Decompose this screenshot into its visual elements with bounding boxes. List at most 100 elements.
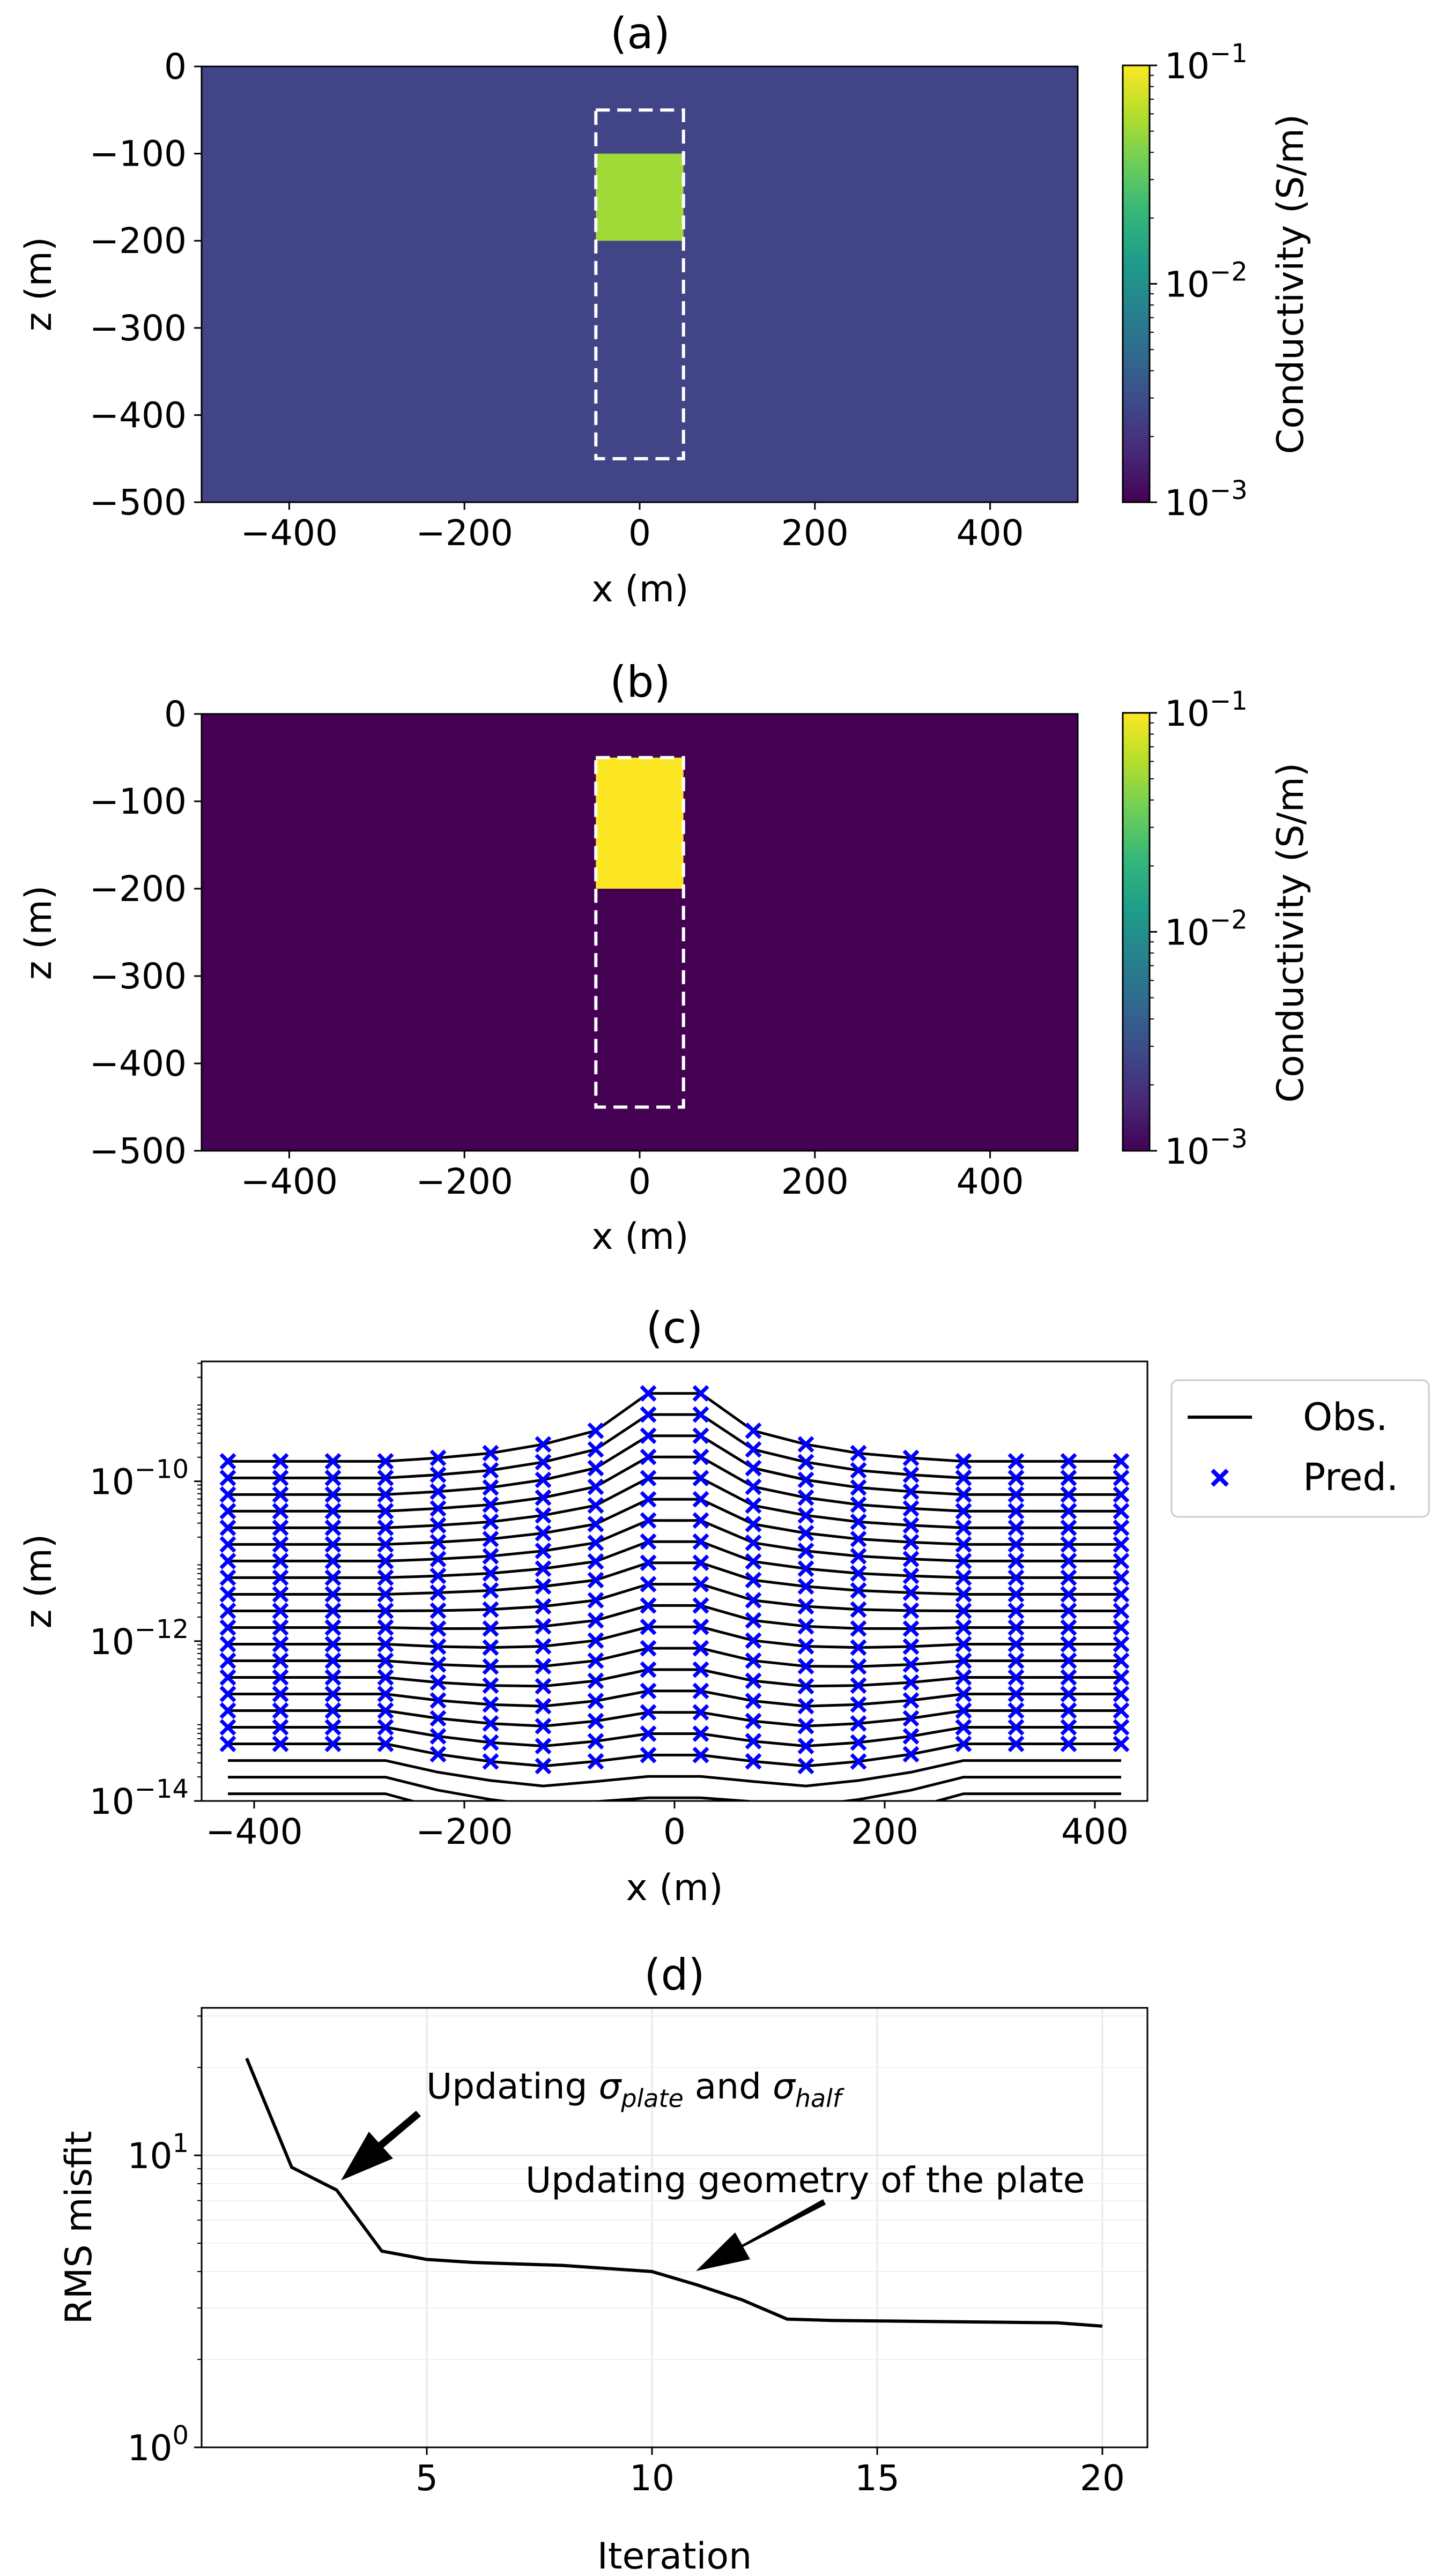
pred-marker-stroke (640, 1491, 657, 1508)
pred-marker-stroke (324, 1702, 342, 1719)
pred-marker-stroke (482, 1620, 499, 1637)
pred-marker-stroke (850, 1715, 867, 1732)
pred-marker (1113, 1519, 1130, 1536)
pred-marker (692, 1554, 709, 1572)
pred-marker (324, 1719, 342, 1736)
pred-marker (692, 1576, 709, 1593)
x-tick-label: 400 (1061, 1811, 1129, 1852)
pred-marker (745, 1516, 762, 1532)
obs-curve (228, 1792, 1121, 1801)
colorbar-tick-label: 10−2 (1165, 257, 1248, 306)
legend-obs-label: Obs. (1303, 1395, 1388, 1439)
pred-marker (1060, 1453, 1077, 1470)
pred-marker (482, 1658, 499, 1675)
x-tick-label: 200 (781, 512, 849, 554)
pred-marker (797, 1560, 814, 1577)
pred-marker-stroke (692, 1704, 709, 1721)
pred-marker-stroke (797, 1560, 814, 1577)
pred-marker-stroke (482, 1753, 499, 1770)
pred-marker (745, 1632, 762, 1649)
pred-marker (640, 1427, 657, 1445)
pred-marker (1007, 1736, 1025, 1753)
pred-marker-stroke (587, 1441, 604, 1458)
pred-marker (1007, 1486, 1025, 1503)
pred-marker (1007, 1719, 1025, 1736)
pred-marker (797, 1471, 814, 1488)
pred-marker (482, 1639, 499, 1656)
pred-marker-stroke (1007, 1719, 1025, 1736)
pred-marker (902, 1551, 920, 1568)
pred-marker-stroke (850, 1753, 867, 1770)
pred-marker-stroke (587, 1553, 604, 1570)
pred-marker-stroke (272, 1686, 289, 1702)
pred-marker (377, 1652, 394, 1669)
pred-marker (1113, 1552, 1130, 1569)
panel-d-rms-line (245, 2057, 1103, 2328)
pred-marker (482, 1582, 499, 1599)
pred-marker-stroke (377, 1469, 394, 1486)
pred-marker (850, 1582, 867, 1599)
pred-marker (797, 1618, 814, 1635)
pred-marker (850, 1513, 867, 1530)
panel-b-colorbar (1122, 712, 1151, 1152)
pred-marker-stroke (640, 1618, 657, 1635)
pred-marker (377, 1636, 394, 1652)
colorbar-tick-label: 10−1 (1165, 686, 1248, 734)
pred-marker-stroke (850, 1677, 867, 1694)
pred-marker (377, 1453, 394, 1470)
pred-marker-stroke (1113, 1669, 1130, 1686)
pred-marker (955, 1536, 972, 1553)
pred-marker (324, 1669, 342, 1686)
pred-marker (745, 1713, 762, 1730)
pred-marker-stroke (587, 1422, 604, 1439)
pred-marker (272, 1736, 289, 1753)
pred-marker (429, 1517, 447, 1534)
pred-marker (797, 1738, 814, 1755)
pred-marker-stroke (850, 1530, 867, 1547)
pred-marker-stroke (429, 1728, 447, 1745)
pred-marker-stroke (745, 1460, 762, 1477)
panel-c-x-ticks: −400 −200 0 200 400 (205, 1801, 1129, 1852)
pred-marker-stroke (272, 1569, 289, 1586)
pred-marker (692, 1533, 709, 1550)
pred-marker-stroke (272, 1636, 289, 1652)
pred-marker (1113, 1486, 1130, 1503)
pred-marker (219, 1552, 236, 1569)
pred-marker-stroke (850, 1582, 867, 1599)
pred-marker-stroke (955, 1569, 972, 1586)
y-tick-label: 0 (164, 694, 187, 735)
pred-marker-stroke (1113, 1719, 1130, 1736)
pred-marker (850, 1547, 867, 1565)
pred-marker (535, 1618, 552, 1635)
pred-marker-stroke (1060, 1486, 1077, 1503)
pred-marker-stroke (377, 1652, 394, 1669)
pred-marker-stroke (219, 1619, 236, 1636)
pred-marker-stroke (377, 1719, 394, 1736)
pred-marker-stroke (587, 1534, 604, 1551)
pred-marker-stroke (324, 1536, 342, 1553)
pred-marker (902, 1602, 920, 1619)
pred-marker-stroke (1007, 1585, 1025, 1603)
pred-marker-stroke (219, 1702, 236, 1719)
y-tick-label: −200 (90, 868, 187, 910)
pred-marker-stroke (1060, 1719, 1077, 1736)
panel-d-x-ticks: 5 10 15 20 (416, 2447, 1125, 2499)
pred-marker-stroke (1113, 1686, 1130, 1702)
pred-marker-stroke (745, 1497, 762, 1514)
pred-marker-stroke (692, 1618, 709, 1635)
pred-marker-stroke (692, 1682, 709, 1700)
y-tick-label: −500 (90, 1130, 187, 1172)
pred-marker-stroke (482, 1462, 499, 1479)
pred-marker (1113, 1636, 1130, 1652)
pred-marker (272, 1686, 289, 1702)
pred-marker (377, 1736, 394, 1753)
pred-marker (955, 1453, 972, 1470)
pred-marker (535, 1560, 552, 1577)
pred-marker-stroke (797, 1524, 814, 1542)
pred-marker-stroke (902, 1533, 920, 1551)
pred-marker-stroke (797, 1598, 814, 1615)
pred-marker-stroke (850, 1639, 867, 1656)
pred-marker (272, 1552, 289, 1569)
pred-marker (535, 1578, 552, 1595)
pred-marker-stroke (429, 1567, 447, 1584)
